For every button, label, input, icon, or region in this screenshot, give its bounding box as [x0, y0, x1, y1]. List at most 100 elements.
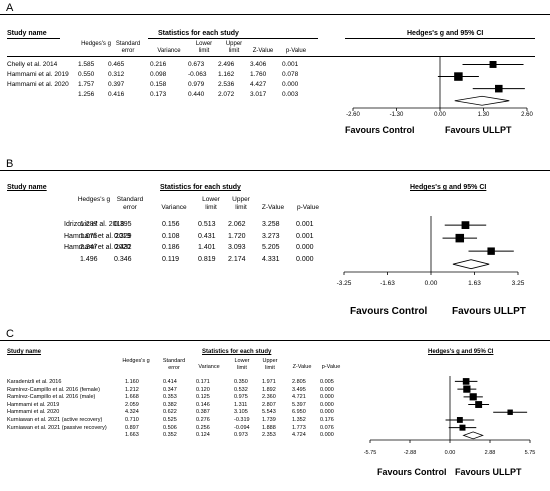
row-lower-limit-cell: 3.105	[234, 409, 248, 416]
axis-tick-label: 5.75	[524, 450, 536, 456]
column-header-variance: Variance	[161, 204, 187, 211]
row-hedges-g-cell: 1.585	[78, 61, 95, 68]
column-header-upper-limit: Upper limit	[225, 41, 243, 55]
statistics-header-rule	[148, 38, 318, 39]
column-header-standard-error: Standard error	[115, 41, 141, 55]
row-upper-limit-cell: 1.720	[228, 232, 246, 240]
row-hedges-g-cell: 4.324	[125, 409, 139, 416]
row-variance-cell: 0.171	[196, 379, 210, 385]
summary-p-value-cell: 0.003	[282, 91, 299, 98]
axis-tick-label: -1.63	[380, 280, 395, 287]
row-variance-cell: 0.125	[196, 394, 210, 401]
column-header-hedges-g: Hedges's g	[122, 358, 150, 364]
row-standard-error-cell: 0.414	[163, 379, 177, 385]
panel-b-top-rule	[0, 170, 550, 171]
axis-tick-label: -5.75	[363, 450, 377, 456]
row-standard-error-cell: 0.347	[163, 386, 177, 393]
column-header-variance: Variance	[157, 48, 181, 54]
row-hedges-g-cell: 1.757	[78, 81, 95, 88]
row-study-name-cell: Hammami et al. 2020	[64, 244, 131, 251]
row-p-value-cell: 0.078	[282, 71, 299, 78]
axis-tick-label: 0.00	[434, 112, 446, 118]
column-header-hedges-g: Hedges's g	[77, 196, 111, 203]
summary-standard-error-cell: 0.346	[114, 255, 132, 263]
row-p-value-cell: 0.000	[320, 409, 334, 416]
row-lower-limit-cell: 0.431	[198, 232, 216, 240]
column-header-standard-error: Standard error	[116, 196, 144, 211]
summary-upper-limit-cell: 2.072	[218, 91, 235, 98]
row-variance-cell: 0.216	[150, 61, 167, 68]
row-standard-error-cell: 0.353	[163, 394, 177, 401]
summary-variance-cell: 0.173	[150, 91, 167, 98]
study-effect-square	[454, 72, 463, 81]
row-study-name-cell: Hammami et al. 2020	[7, 81, 69, 88]
row-hedges-g-cell: 1.212	[125, 386, 139, 393]
row-p-value-cell: 0.001	[296, 221, 314, 228]
row-variance-cell: 0.156	[162, 221, 180, 228]
row-p-value-cell: 0.000	[282, 81, 299, 88]
summary-upper-limit-cell: 2.353	[262, 432, 276, 439]
row-hedges-g-cell: 0.897	[125, 424, 139, 431]
row-lower-limit-cell: 0.673	[188, 61, 205, 68]
header-statistics-group: Statistics for each study	[160, 184, 241, 191]
row-variance-cell: 0.120	[196, 386, 210, 393]
row-hedges-g-cell: 0.710	[125, 417, 139, 423]
study-effect-square	[489, 60, 497, 68]
column-header-study-name: Study name	[7, 349, 42, 355]
row-lower-limit-cell: -0.063	[188, 71, 207, 78]
row-standard-error-cell: 0.382	[163, 401, 177, 408]
study-effect-square	[487, 247, 495, 255]
summary-z-value-cell: 3.017	[250, 91, 267, 98]
study-header-rule	[7, 38, 60, 39]
axis-tick-label: 0.00	[424, 280, 438, 287]
row-z-value-cell: 1.760	[250, 71, 267, 78]
study-effect-square	[475, 401, 483, 408]
row-p-value-cell: 0.176	[320, 417, 334, 423]
row-z-value-cell: 2.805	[292, 379, 306, 385]
summary-standard-error-cell: 0.416	[108, 91, 125, 98]
summary-variance-cell: 0.124	[196, 432, 210, 439]
study-effect-square	[455, 233, 465, 243]
column-header-upper-limit: Upper limit	[232, 196, 250, 211]
table-body-rule	[7, 56, 535, 57]
column-header-lower-limit: Lower limit	[202, 196, 220, 211]
study-effect-square	[456, 417, 463, 423]
forest-plot-a	[352, 56, 528, 111]
forest-plot-title: Hedges's g and 95% CI	[410, 184, 487, 191]
row-upper-limit-cell: 2.360	[262, 394, 276, 401]
row-lower-limit-cell: 0.532	[234, 386, 248, 393]
row-study-name-cell: Idrizovic et al. 2018	[64, 221, 125, 228]
row-upper-limit-cell: 1.739	[262, 417, 276, 423]
header-statistics-group: Statistics for each study	[202, 349, 272, 355]
row-variance-cell: 0.387	[196, 409, 210, 416]
column-header-study-name: Study name	[7, 184, 47, 191]
row-study-name-cell: Hammami et al. 2020	[7, 409, 60, 416]
row-p-value-cell: 0.000	[320, 401, 334, 408]
row-hedges-g-cell: 2.059	[125, 401, 139, 408]
row-upper-limit-cell: 3.093	[228, 244, 246, 251]
row-p-value-cell: 0.001	[282, 61, 299, 68]
column-header-hedges-g: Hedges's g	[81, 41, 111, 47]
row-upper-limit-cell: 1.162	[218, 71, 235, 78]
row-p-value-cell: 0.001	[296, 232, 314, 240]
summary-p-value-cell: 0.000	[320, 432, 334, 439]
row-z-value-cell: 4.721	[292, 394, 306, 401]
row-p-value-cell: 0.005	[320, 379, 334, 385]
axis-tick-label: 1.63	[468, 280, 481, 287]
axis-tick-label: 1.30	[477, 112, 490, 118]
row-hedges-g-cell: 0.550	[78, 71, 95, 78]
column-header-p-value: p-Value	[321, 364, 341, 370]
row-p-value-cell: 0.000	[320, 394, 334, 401]
row-z-value-cell: 3.273	[262, 232, 280, 240]
row-study-name-cell: Ramírez-Campillo et al. 2016 (female)	[7, 386, 100, 393]
row-standard-error-cell: 0.397	[108, 81, 125, 88]
row-upper-limit-cell: 2.807	[262, 401, 276, 408]
column-header-p-value: p-Value	[297, 204, 319, 211]
column-header-z-value: Z-Value	[292, 364, 312, 370]
row-p-value-cell: 0.000	[320, 386, 334, 393]
row-study-name-cell: Kurniawan et al. 2021 (active recovery)	[7, 417, 103, 423]
summary-effect-diamond	[454, 95, 510, 106]
row-variance-cell: 0.276	[196, 417, 210, 423]
panel-c-top-rule	[0, 340, 550, 341]
row-study-name-cell: Kurniawan et al. 2021 (passive recovery)	[7, 424, 107, 431]
